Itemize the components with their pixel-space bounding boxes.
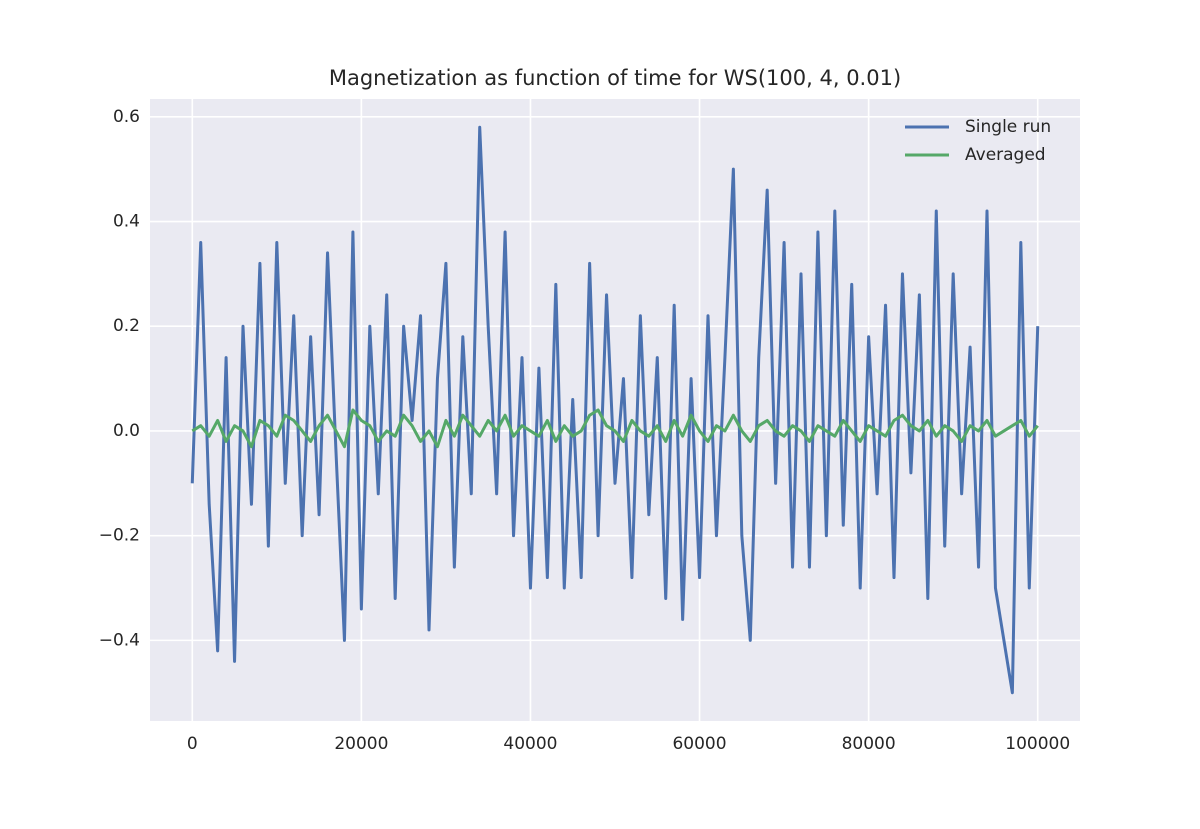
y-tick-label: 0.0 [113,421,140,441]
x-tick-label: 80000 [842,734,896,754]
legend-label: Averaged [965,145,1046,165]
data-line [190,125,1040,695]
legend-label: Single run [965,117,1051,137]
x-tick-label: 40000 [503,734,557,754]
x-tick-label: 0 [187,734,198,754]
data-line [191,408,1039,449]
y-tick-label: −0.2 [99,526,140,546]
plot-area [150,99,1080,721]
x-tick-label: 60000 [672,734,726,754]
y-tick-label: −0.4 [99,630,140,650]
y-tick-label: 0.2 [113,316,140,336]
x-tick-label: 100000 [1005,734,1070,754]
y-tick-label: 0.4 [113,212,140,232]
chart-title: Magnetization as function of time for WS… [329,66,901,90]
y-tick-label: 0.6 [113,107,140,127]
x-tick-label: 20000 [334,734,388,754]
